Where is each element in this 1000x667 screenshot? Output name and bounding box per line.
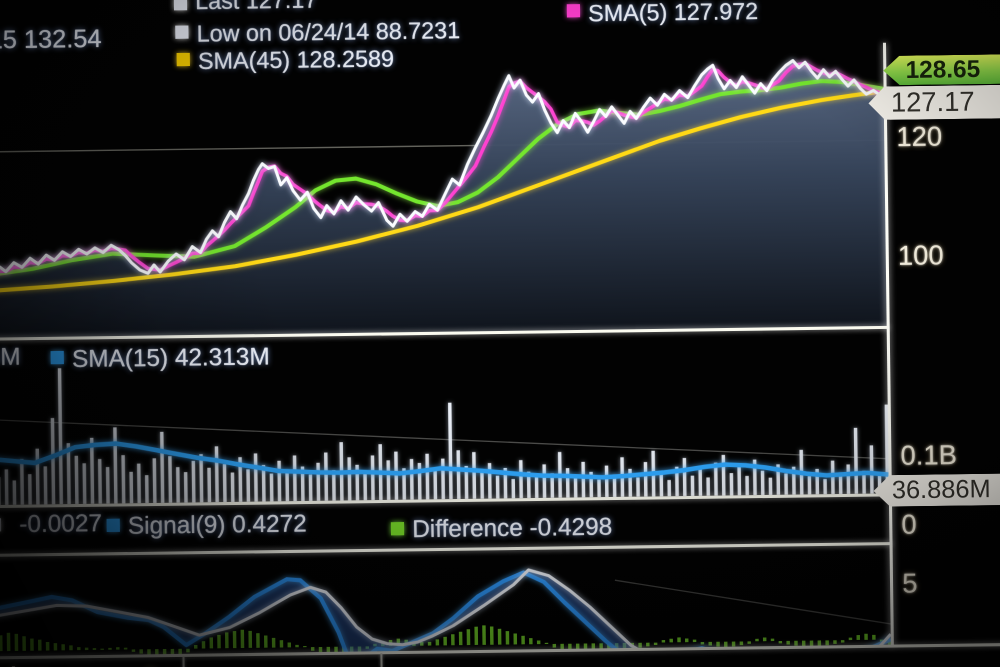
legend-signal-text: Signal(9) 0.4272 <box>127 510 307 540</box>
date-label-sep: Sep <box>142 662 188 667</box>
legend-sma45-text: SMA(45) 128.2589 <box>197 45 395 75</box>
legend-sma45[interactable]: SMA(45) 128.2589 <box>176 45 395 75</box>
volume-axis-01b: 0.1B <box>900 439 958 471</box>
date-label-aug: Aug <box>5 661 51 667</box>
legend-sma5[interactable]: SMA(5) 127.972 <box>566 0 759 28</box>
price-panel[interactable] <box>0 0 889 341</box>
date-tick <box>182 656 185 667</box>
legend-low[interactable]: Low on 06/24/14 88.7231 <box>175 17 460 48</box>
legend-difference[interactable]: Difference -0.4298 <box>390 513 613 544</box>
last-price-tag[interactable]: 127.17 <box>868 85 1000 120</box>
legend-sma5-text: SMA(5) 127.972 <box>588 0 759 27</box>
legend-low-text: Low on 06/24/14 88.7231 <box>196 16 461 47</box>
ma-price-tag[interactable]: 128.65 <box>883 54 1000 85</box>
volume-tag-text: 36.886M <box>891 474 991 505</box>
ma-price-tag-text: 128.65 <box>905 55 981 84</box>
volume-tag[interactable]: 36.886M <box>873 473 1000 506</box>
legend-difference-text: Difference -0.4298 <box>412 513 613 544</box>
last-price-tag-text: 127.17 <box>890 86 975 118</box>
legend-macd-value-text: -0.0027 <box>19 509 103 539</box>
volume-gridline <box>0 419 891 460</box>
macd-axis-5: 5 <box>902 568 918 599</box>
legend-signal[interactable]: Signal(9) 0.4272 <box>106 510 307 541</box>
sma15-marker-icon <box>50 350 64 365</box>
macd-marker-fragment <box>0 518 2 532</box>
macd-marker-icon <box>0 518 2 532</box>
legend-volume-sma15-text: SMA(15) 42.313M <box>71 343 270 374</box>
legend-macd-value[interactable]: -0.0027 <box>19 510 102 539</box>
sma5-marker-icon <box>566 4 581 18</box>
difference-marker-icon <box>390 522 405 536</box>
date-tick <box>380 653 383 667</box>
macd-panel[interactable] <box>0 543 893 658</box>
volume-legend-fragment-text: 6M <box>0 343 21 372</box>
legend-high-fragment[interactable]: 15 132.54 <box>0 25 102 56</box>
legend-last-text: Last 127.17 <box>195 0 318 15</box>
signal-marker-icon <box>106 518 120 533</box>
volume-bars <box>0 368 890 506</box>
price-axis-120: 120 <box>896 121 943 153</box>
macd-glare-line <box>614 579 893 625</box>
price-axis-100: 100 <box>897 239 944 271</box>
price-area-fill <box>0 60 889 341</box>
legend-volume-sma15[interactable]: SMA(15) 42.313M <box>50 343 270 374</box>
volume-axis-0: 0 <box>901 509 917 540</box>
legend-high-fragment-text: 15 132.54 <box>0 24 102 55</box>
sma45-marker-icon <box>176 52 190 67</box>
low-marker-icon <box>175 25 189 39</box>
volume-legend-fragment: 6M <box>0 343 21 372</box>
last-marker-icon <box>173 0 188 11</box>
